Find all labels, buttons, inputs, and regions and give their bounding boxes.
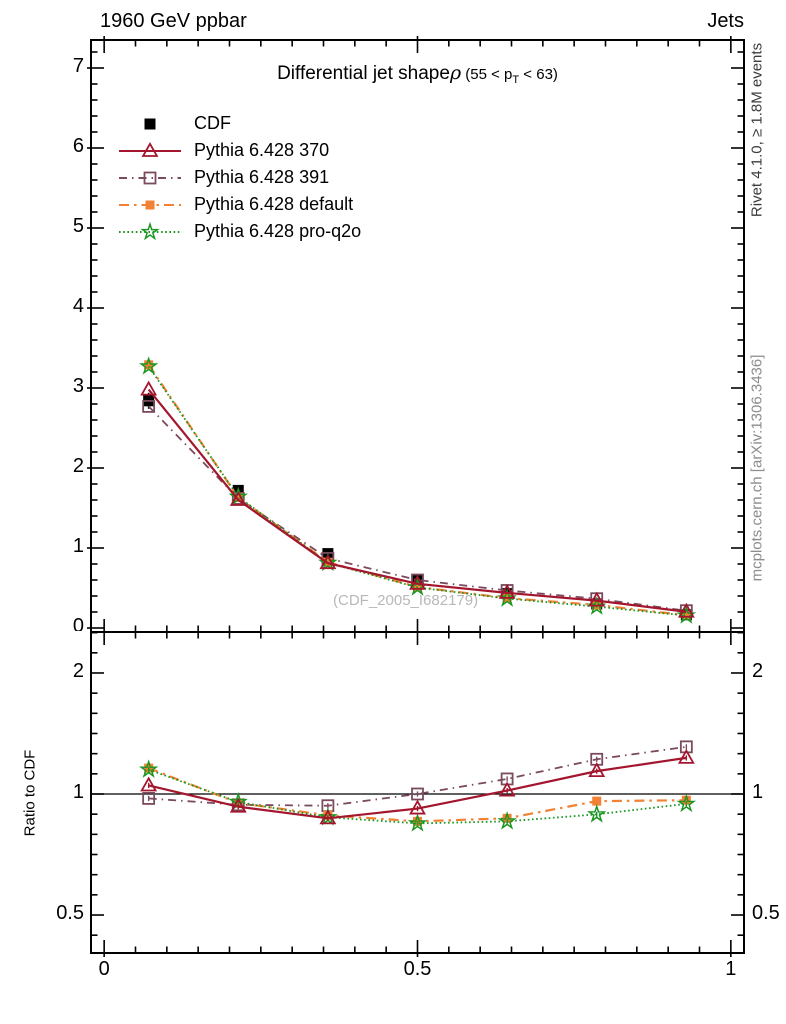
legend-marker-cdf xyxy=(144,118,156,129)
p370-ratio-marker xyxy=(677,748,695,764)
pdefault-ratio-marker xyxy=(681,795,691,805)
p370-ratio-marker xyxy=(140,776,158,792)
top-y-tick-label: 3 xyxy=(72,375,84,397)
plot-title-cut-sub: T xyxy=(512,74,520,86)
x-tick-label: 1 xyxy=(725,958,737,980)
ratio-y-tick-label-right: 0.5 xyxy=(752,902,780,924)
mcplots-reference-note: mcplots.cern.ch [arXiv:1306.3436] xyxy=(748,354,766,582)
legend-entry: Pythia 6.428 pro-q2o xyxy=(118,218,361,245)
top-y-tick-label: 1 xyxy=(72,535,84,557)
beam-energy-label: 1960 GeV ppbar xyxy=(100,10,247,32)
legend-marker-glyph xyxy=(143,171,157,184)
pdefault-ratio-marker xyxy=(502,813,512,823)
proq2o-ratio-marker xyxy=(676,793,697,813)
legend-marker-glyph xyxy=(141,141,159,157)
top-y-tick-label: 6 xyxy=(72,135,84,157)
pdefault-marker xyxy=(681,610,691,620)
x-tick-label: 0.5 xyxy=(403,958,432,980)
legend-marker-p370 xyxy=(119,141,181,157)
pdefault-ratio-marker xyxy=(592,796,602,806)
proq2o-ratio-marker xyxy=(407,813,428,832)
ratio-y-tick-label-left: 2 xyxy=(72,659,84,682)
legend-label: Pythia 6.428 370 xyxy=(194,140,330,160)
rivet-version-note: Rivet 4.1.0, ≥ 1.8M events xyxy=(748,42,766,218)
top-y-tick-label: 5 xyxy=(72,215,84,237)
top-y-tick-label: 4 xyxy=(72,295,84,317)
p370-marker xyxy=(229,490,247,506)
p370-ratio-marker xyxy=(498,781,516,797)
legend-marker-proq2o xyxy=(119,221,181,240)
legend-marker-glyph xyxy=(144,118,156,129)
proq2o-ratio-marker xyxy=(138,759,159,778)
p391-ratio-line xyxy=(148,745,687,807)
pdefault-marker xyxy=(233,493,243,503)
p391-ratio-marker xyxy=(142,792,156,805)
ratio-y-tick-label-left: 0.5 xyxy=(56,902,84,924)
proq2o-ratio-marker xyxy=(497,811,517,830)
pdefault-marker xyxy=(144,360,154,370)
top-y-tick-label: 2 xyxy=(72,455,84,477)
proq2o-ratio-marker xyxy=(587,804,607,823)
p370-marker xyxy=(498,583,516,599)
p370-marker xyxy=(319,554,337,570)
proq2o-marker xyxy=(138,356,159,375)
p370-ratio-marker xyxy=(229,797,247,813)
plot-title-cut-pre: (55 < p xyxy=(461,66,513,83)
plot-title-rho: ρ xyxy=(449,62,462,84)
legend-label: Pythia 6.428 default xyxy=(194,194,354,214)
ratio-y-tick-label-left: 1 xyxy=(72,781,84,803)
plot-title: Differential jet shapeρ (55 < pT < 63) xyxy=(91,62,744,86)
legend-entry: Pythia 6.428 default xyxy=(118,191,361,218)
p370-ratio-marker xyxy=(588,762,606,778)
analysis-watermark: (CDF_2005_I682179) xyxy=(333,592,479,609)
top-panel-yaxis-labels: 0 1 2 3 4 5 6 7 xyxy=(0,0,88,631)
legend-marker-glyph xyxy=(140,221,160,240)
p370-marker xyxy=(409,574,426,590)
plot-title-cut: (55 < pT < 63) xyxy=(461,66,558,86)
legend-marker-pdefault xyxy=(119,200,181,209)
ratio-y-tick-label-right: 2 xyxy=(752,659,764,682)
p391-marker xyxy=(142,399,156,413)
legend-label: CDF xyxy=(194,113,231,133)
ratio-y-tick-label-right: 1 xyxy=(752,781,764,803)
p370-marker xyxy=(140,380,158,396)
legend-label: Pythia 6.428 391 xyxy=(194,167,330,187)
proq2o-line xyxy=(147,365,687,617)
legend-marker-p391 xyxy=(119,171,181,184)
legend-label: Pythia 6.428 pro-q2o xyxy=(194,221,362,241)
top-y-tick-label: 7 xyxy=(72,55,84,77)
plot-title-main: Differential jet shape xyxy=(277,63,450,84)
top-y-tick-label: 0 xyxy=(72,615,84,631)
p370-marker xyxy=(588,591,606,607)
p391-ratio-marker xyxy=(411,787,424,801)
plot-title-cut-post: < 63) xyxy=(519,66,558,83)
p370-ratio-marker xyxy=(409,799,426,815)
legend: CDF Pythia 6.428 370 Pythia 6.428 391 Pythi… xyxy=(118,110,361,245)
legend-marker-glyph xyxy=(145,200,155,209)
legend-entry: Pythia 6.428 391 xyxy=(118,164,361,191)
x-tick-label: 0 xyxy=(98,958,110,980)
p370-marker xyxy=(677,602,695,618)
p370-line xyxy=(147,388,687,613)
legend-entry: Pythia 6.428 370 xyxy=(118,137,361,164)
process-label: Jets xyxy=(707,10,744,32)
legend-entry: CDF xyxy=(118,110,361,137)
p370-ratio-marker xyxy=(319,809,337,825)
